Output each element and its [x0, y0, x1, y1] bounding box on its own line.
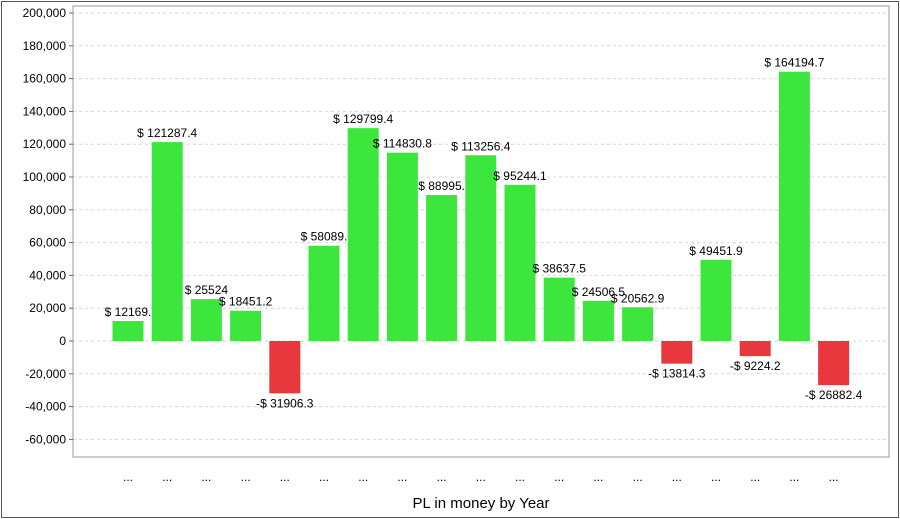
bars: [112, 71, 850, 394]
bar: [739, 341, 771, 357]
y-tick-label: 200,000: [23, 6, 67, 20]
x-tick-label: ...: [437, 470, 447, 484]
y-tick-label: -60,000: [25, 432, 66, 446]
data-label: -$ 9224.2: [730, 359, 781, 373]
data-label: $ 88995.: [418, 179, 465, 193]
data-label: $ 114830.8: [373, 137, 432, 151]
data-label: $ 24506.5: [572, 285, 626, 299]
x-tick-label: ...: [593, 470, 603, 484]
bar: [818, 341, 850, 386]
plot-area: [72, 5, 890, 458]
data-label: $ 95244.1: [493, 169, 547, 183]
data-label: $ 25524: [185, 283, 229, 297]
bar: [543, 277, 575, 341]
data-label: $ 38637.5: [533, 262, 587, 276]
y-tick-label: -40,000: [25, 400, 66, 414]
bar: [347, 128, 379, 341]
data-label: $ 129799.4: [333, 112, 393, 126]
y-tick-label: 140,000: [23, 104, 67, 118]
x-tick-label: ...: [515, 470, 525, 484]
bar: [661, 341, 693, 364]
bar: [190, 299, 222, 341]
data-label: -$ 26882.4: [805, 388, 863, 402]
data-labels: $ 12169. $ 121287.4 $ 25524$ 18451.2 -$ 319…: [105, 56, 863, 411]
x-tick-label: ...: [750, 470, 760, 484]
bar: [112, 321, 144, 341]
y-tick-label: 160,000: [23, 72, 67, 86]
x-tick-label: ...: [711, 470, 721, 484]
x-tick-label: ...: [672, 470, 682, 484]
bar: [504, 184, 536, 341]
bar: [151, 142, 183, 341]
data-label: $ 18451.2: [219, 295, 273, 309]
x-tick-label: ...: [280, 470, 290, 484]
bar: [778, 71, 810, 341]
data-label: $ 113256.4: [451, 139, 510, 153]
y-tick-label: 120,000: [23, 137, 67, 151]
y-tick-label: 80,000: [29, 203, 66, 217]
y-tick-label: 40,000: [29, 268, 66, 282]
x-tick-label: ...: [829, 470, 839, 484]
data-label: $ 12169.: [105, 305, 152, 319]
y-tick-label: 100,000: [23, 170, 67, 184]
x-tick-label: ...: [476, 470, 486, 484]
x-tick-label: ...: [789, 470, 799, 484]
data-label: -$ 13814.3: [648, 367, 706, 381]
x-tick-label: ...: [397, 470, 407, 484]
data-label: $ 121287.4: [137, 126, 197, 140]
bar: [230, 310, 262, 341]
data-label: $ 20562.9: [611, 291, 665, 305]
bar: [582, 300, 614, 341]
bar: [386, 152, 418, 341]
x-tick-label: ...: [319, 470, 329, 484]
y-tick-label: -20,000: [25, 367, 66, 381]
x-axis: ........................................…: [123, 470, 839, 484]
x-tick-label: ...: [241, 470, 251, 484]
y-tick-label: 60,000: [29, 236, 66, 250]
x-tick-label: ...: [358, 470, 368, 484]
bar: [465, 155, 497, 341]
bar: [269, 341, 301, 394]
bar: [622, 307, 654, 341]
x-axis-title: PL in money by Year: [412, 495, 549, 512]
x-tick-label: ...: [123, 470, 133, 484]
x-tick-label: ...: [633, 470, 643, 484]
data-label: $ 58089.: [301, 230, 348, 244]
y-tick-label: 0: [59, 334, 66, 348]
bar: [308, 245, 340, 341]
x-tick-label: ...: [554, 470, 564, 484]
x-tick-label: ...: [162, 470, 172, 484]
data-label: $ 164194.7: [764, 56, 824, 70]
y-tick-label: 20,000: [29, 301, 66, 315]
data-label: -$ 31906.3: [256, 396, 314, 410]
bar: [426, 195, 458, 341]
y-axis: 200,000 180,000 160,000 140,000 120,000 100,0…: [23, 6, 73, 446]
y-tick-label: 180,000: [23, 39, 67, 53]
data-label: $ 49451.9: [689, 244, 743, 258]
x-tick-label: ...: [201, 470, 211, 484]
bar: [700, 259, 732, 341]
